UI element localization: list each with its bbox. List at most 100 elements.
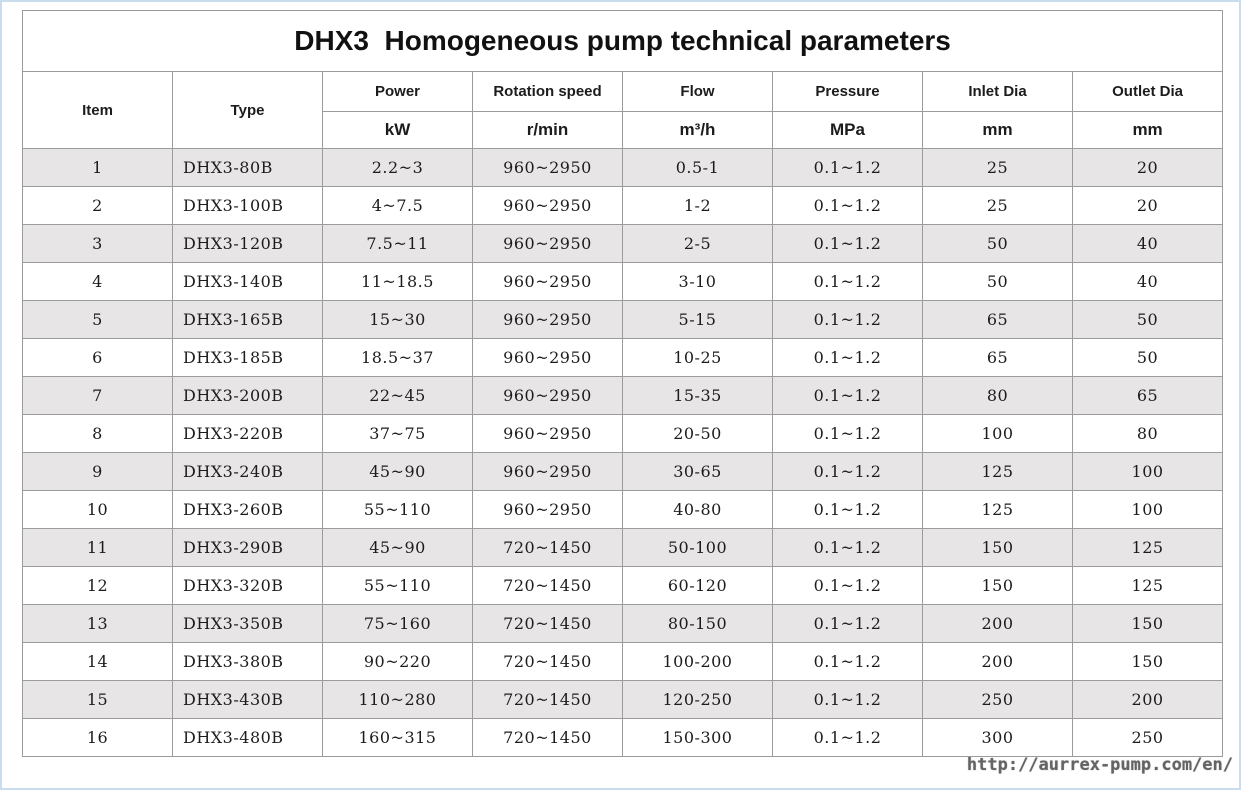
cell-outlet_dia: 200: [1071, 680, 1224, 719]
cell-outlet_dia: 100: [1071, 490, 1224, 529]
cell-inlet_dia: 50: [922, 224, 1073, 263]
cell-inlet_dia: 150: [922, 528, 1073, 567]
cell-type: DHX3-380B: [172, 642, 323, 681]
table-row: 6 DHX3-185B 18.5~37 960~2950 10-25 0.1~1.2 65 5…: [22, 338, 1224, 377]
cell-item: 9: [22, 452, 173, 491]
cell-power: 55~110: [322, 566, 473, 605]
cell-rotation_speed: 720~1450: [472, 566, 623, 605]
column-header-type: Type: [172, 71, 323, 149]
cell-rotation_speed: 960~2950: [472, 186, 623, 225]
cell-inlet_dia: 250: [922, 680, 1073, 719]
cell-power: 45~90: [322, 452, 473, 491]
cell-power: 37~75: [322, 414, 473, 453]
cell-item: 6: [22, 338, 173, 377]
cell-item: 3: [22, 224, 173, 263]
cell-inlet_dia: 200: [922, 642, 1073, 681]
cell-type: DHX3-350B: [172, 604, 323, 643]
table-body: 1 DHX3-80B 2.2~3 960~2950 0.5-1 0.1~1.2 25 20 2 D…: [22, 148, 1224, 757]
cell-power: 45~90: [322, 528, 473, 567]
unit-power: kW: [322, 111, 473, 149]
cell-inlet_dia: 25: [922, 186, 1073, 225]
cell-rotation_speed: 960~2950: [472, 414, 623, 453]
cell-power: 18.5~37: [322, 338, 473, 377]
pump-parameters-table: DHX3 Homogeneous pump technical paramete…: [21, 10, 1224, 757]
cell-power: 7.5~11: [322, 224, 473, 263]
cell-flow: 3-10: [622, 262, 773, 301]
cell-pressure: 0.1~1.2: [772, 680, 923, 719]
cell-power: 2.2~3: [322, 148, 473, 187]
cell-flow: 20-50: [622, 414, 773, 453]
cell-pressure: 0.1~1.2: [772, 262, 923, 301]
cell-type: DHX3-480B: [172, 718, 323, 757]
cell-power: 90~220: [322, 642, 473, 681]
header-row-labels: Item Type Power Rotation speed Flow Pres…: [22, 71, 1224, 149]
cell-pressure: 0.1~1.2: [772, 186, 923, 225]
cell-flow: 80-150: [622, 604, 773, 643]
table-row: 11 DHX3-290B 45~90 720~1450 50-100 0.1~1.2 150…: [22, 528, 1224, 567]
cell-outlet_dia: 40: [1071, 262, 1224, 301]
cell-type: DHX3-220B: [172, 414, 323, 453]
cell-type: DHX3-80B: [172, 148, 323, 187]
cell-flow: 2-5: [622, 224, 773, 263]
table-row: 14 DHX3-380B 90~220 720~1450 100-200 0.1~1.2 2…: [22, 642, 1224, 681]
cell-inlet_dia: 100: [922, 414, 1073, 453]
watermark-url: http://aurrex-pump.com/en/: [966, 755, 1233, 775]
column-header-rotation-speed: Rotation speed: [472, 71, 623, 112]
column-header-power: Power: [322, 71, 473, 112]
table-row: 10 DHX3-260B 55~110 960~2950 40-80 0.1~1.2 125…: [22, 490, 1224, 529]
cell-type: DHX3-165B: [172, 300, 323, 339]
cell-outlet_dia: 100: [1071, 452, 1224, 491]
cell-rotation_speed: 960~2950: [472, 452, 623, 491]
table-row: 16 DHX3-480B 160~315 720~1450 150-300 0.1~1.2…: [22, 718, 1224, 757]
cell-outlet_dia: 80: [1071, 414, 1224, 453]
cell-power: 110~280: [322, 680, 473, 719]
cell-type: DHX3-320B: [172, 566, 323, 605]
column-header-pressure: Pressure: [772, 71, 923, 112]
cell-type: DHX3-100B: [172, 186, 323, 225]
table-row: 15 DHX3-430B 110~280 720~1450 120-250 0.1~1.2…: [22, 680, 1224, 719]
unit-outlet-dia: mm: [1071, 111, 1224, 149]
cell-rotation_speed: 720~1450: [472, 718, 623, 757]
cell-pressure: 0.1~1.2: [772, 338, 923, 377]
cell-flow: 5-15: [622, 300, 773, 339]
cell-flow: 50-100: [622, 528, 773, 567]
cell-rotation_speed: 960~2950: [472, 148, 623, 187]
cell-outlet_dia: 125: [1071, 566, 1224, 605]
page-title: DHX3 Homogeneous pump technical paramete…: [21, 10, 1224, 72]
cell-pressure: 0.1~1.2: [772, 604, 923, 643]
cell-inlet_dia: 25: [922, 148, 1073, 187]
cell-type: DHX3-185B: [172, 338, 323, 377]
table-row: 9 DHX3-240B 45~90 960~2950 30-65 0.1~1.2 125 10…: [22, 452, 1224, 491]
cell-outlet_dia: 150: [1071, 604, 1224, 643]
cell-type: DHX3-260B: [172, 490, 323, 529]
cell-flow: 0.5-1: [622, 148, 773, 187]
cell-item: 10: [22, 490, 173, 529]
cell-item: 16: [22, 718, 173, 757]
cell-flow: 30-65: [622, 452, 773, 491]
cell-pressure: 0.1~1.2: [772, 642, 923, 681]
cell-pressure: 0.1~1.2: [772, 566, 923, 605]
cell-rotation_speed: 960~2950: [472, 262, 623, 301]
cell-item: 4: [22, 262, 173, 301]
cell-item: 14: [22, 642, 173, 681]
cell-pressure: 0.1~1.2: [772, 528, 923, 567]
cell-pressure: 0.1~1.2: [772, 414, 923, 453]
cell-item: 15: [22, 680, 173, 719]
cell-type: DHX3-290B: [172, 528, 323, 567]
cell-item: 1: [22, 148, 173, 187]
cell-pressure: 0.1~1.2: [772, 718, 923, 757]
table-row: 1 DHX3-80B 2.2~3 960~2950 0.5-1 0.1~1.2 25 20: [22, 148, 1224, 187]
cell-rotation_speed: 960~2950: [472, 300, 623, 339]
table-row: 12 DHX3-320B 55~110 720~1450 60-120 0.1~1.2 15…: [22, 566, 1224, 605]
cell-flow: 1-2: [622, 186, 773, 225]
cell-rotation_speed: 960~2950: [472, 338, 623, 377]
cell-pressure: 0.1~1.2: [772, 490, 923, 529]
cell-item: 12: [22, 566, 173, 605]
unit-rotation-speed: r/min: [472, 111, 623, 149]
table-row: 3 DHX3-120B 7.5~11 960~2950 2-5 0.1~1.2 50 40: [22, 224, 1224, 263]
cell-pressure: 0.1~1.2: [772, 300, 923, 339]
column-header-inlet-dia: Inlet Dia: [922, 71, 1073, 112]
unit-pressure: MPa: [772, 111, 923, 149]
cell-item: 5: [22, 300, 173, 339]
cell-inlet_dia: 150: [922, 566, 1073, 605]
